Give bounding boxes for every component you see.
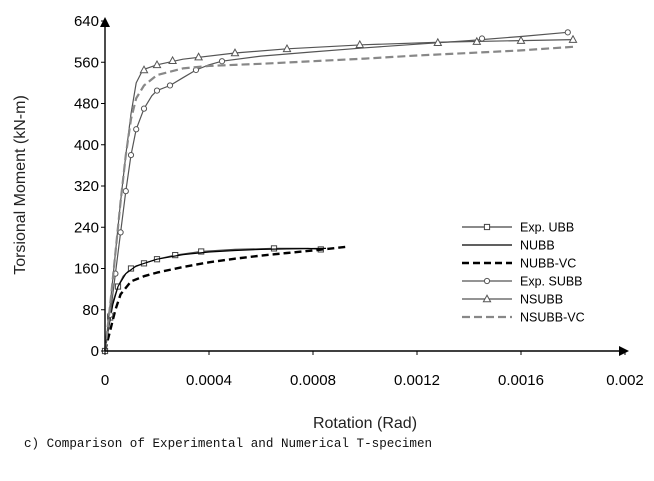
y-tick-label: 400 <box>74 137 99 154</box>
marker-triangle-legend-4 <box>482 294 492 303</box>
marker-triangle-4-0 <box>139 65 149 74</box>
y-axis-arrow <box>100 17 110 27</box>
series-line-2 <box>103 245 347 352</box>
legend-label-5: NSUBB-VC <box>520 311 585 325</box>
y-tick-label: 640 <box>74 13 99 30</box>
marker-square-legend-0 <box>483 223 491 231</box>
marker-triangle-4-9 <box>516 35 526 44</box>
x-tick-label: 0.0004 <box>186 372 232 389</box>
y-tick-label: 480 <box>74 96 99 113</box>
marker-circle-3-6 <box>140 105 148 112</box>
series-line-0 <box>104 247 321 352</box>
series-layer <box>101 29 578 355</box>
series-line-4 <box>104 39 574 352</box>
y-tick-label: 80 <box>82 302 99 319</box>
axes-layer <box>100 17 629 356</box>
x-tick-label: 0.002 <box>606 372 644 389</box>
marker-circle-3-12 <box>564 29 571 36</box>
marker-circle-3-10 <box>218 58 226 65</box>
y-tick-label: 0 <box>91 343 99 360</box>
marker-square-0-8 <box>270 245 278 252</box>
y-tick-label: 560 <box>74 54 99 71</box>
marker-triangle-4-2 <box>168 55 178 65</box>
legend-label-1: NUBB <box>520 239 555 253</box>
legend-label-4: NSUBB <box>520 293 563 307</box>
x-axis-title: Rotation (Rad) <box>313 415 417 432</box>
marker-triangle-4-5 <box>282 43 292 53</box>
legend-label-3: Exp. SUBB <box>520 275 583 289</box>
y-tick-label: 240 <box>74 219 99 236</box>
x-tick-label: 0.0008 <box>290 372 336 389</box>
x-tick-label: 0.0012 <box>394 372 440 389</box>
marker-circle-3-5 <box>133 126 140 133</box>
marker-triangle-4-3 <box>194 52 204 61</box>
x-tick-label: 0 <box>101 372 109 389</box>
y-tick-label: 320 <box>74 178 99 195</box>
marker-triangle-4-1 <box>152 59 162 69</box>
marker-circle-3-3 <box>122 188 129 195</box>
series-line-5 <box>103 45 574 352</box>
legend-label-2: NUBB-VC <box>520 257 576 271</box>
figure-caption: c) Comparison of Experimental and Numeri… <box>24 437 433 451</box>
marker-triangle-4-6 <box>355 39 365 49</box>
marker-circle-3-11 <box>478 35 486 42</box>
series-line-1 <box>104 247 327 352</box>
chart: 0 80 160 240 320 400 480 560 640 0 0.0004 0.0008 0.0… <box>12 13 644 432</box>
marker-circle-3-8 <box>166 82 174 89</box>
marker-circle-3-2 <box>117 229 124 236</box>
marker-triangle-4-10 <box>568 34 578 43</box>
legend: Exp. UBB NUBB NUBB-VC Exp. SUBB NSUBB NSUBB-V… <box>462 221 585 325</box>
x-tick-label: 0.0016 <box>498 372 544 389</box>
tick-layer: 0 80 160 240 320 400 480 560 640 0 0.0004 0.0008 0.0… <box>74 13 644 389</box>
marker-circle-3-7 <box>153 87 161 94</box>
marker-triangle-4-8 <box>472 36 482 45</box>
marker-circle-legend-3 <box>483 277 491 285</box>
x-axis-arrow <box>619 346 629 356</box>
marker-triangle-4-7 <box>433 37 443 46</box>
legend-label-0: Exp. UBB <box>520 221 574 235</box>
marker-square-0-7 <box>198 248 205 255</box>
series-line-3 <box>104 31 568 352</box>
y-tick-label: 160 <box>74 261 99 278</box>
marker-circle-3-4 <box>127 151 135 159</box>
y-axis-title: Torsional Moment (kN-m) <box>12 95 29 275</box>
marker-triangle-4-4 <box>230 48 240 57</box>
